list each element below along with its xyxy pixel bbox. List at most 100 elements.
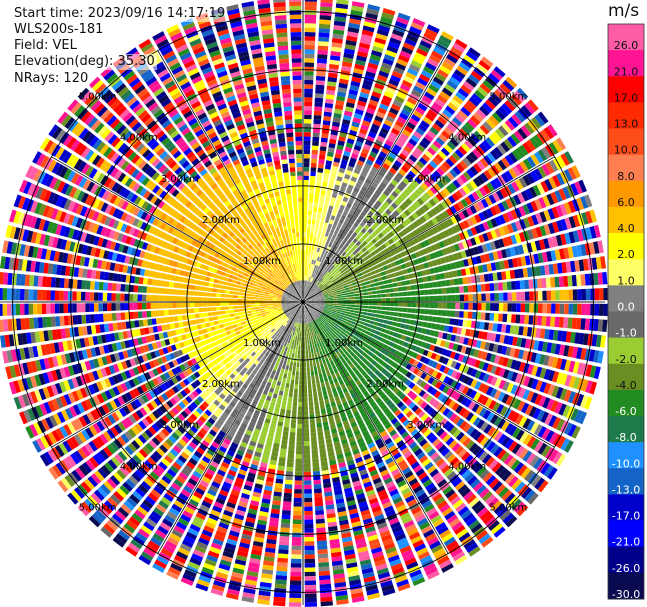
range-gate (349, 84, 360, 92)
range-gate (306, 295, 310, 300)
range-gate (556, 155, 567, 168)
range-gate (309, 281, 312, 287)
range-gate (355, 269, 362, 274)
range-gate (335, 198, 342, 205)
range-gate (335, 226, 341, 232)
range-gate (389, 213, 397, 220)
range-gate (472, 177, 482, 188)
range-gate (426, 210, 434, 219)
range-gate (324, 277, 329, 282)
range-gate (475, 340, 482, 349)
range-gate (385, 186, 393, 194)
range-gate (603, 303, 608, 317)
range-gate (311, 246, 315, 251)
range-gate (344, 276, 350, 280)
range-gate (441, 31, 454, 41)
range-gate (292, 532, 302, 538)
range-gate (427, 261, 434, 268)
range-gate (386, 171, 395, 179)
range-gate (341, 245, 347, 251)
range-gate (458, 319, 464, 327)
range-gate (402, 236, 409, 243)
range-gate (333, 261, 338, 267)
range-gate (353, 201, 360, 208)
range-gate (431, 259, 438, 267)
range-gate (338, 282, 343, 286)
range-gate (310, 436, 317, 442)
range-gate (431, 235, 438, 243)
range-gate (548, 264, 555, 275)
range-gate (291, 554, 302, 559)
range-gate (304, 580, 317, 586)
range-gate (316, 383, 321, 388)
range-gate (554, 190, 563, 203)
range-gate (306, 362, 310, 368)
range-gate (288, 445, 295, 450)
range-gate (364, 139, 373, 147)
range-gate (450, 294, 456, 302)
range-gate (323, 394, 329, 400)
range-gate (420, 296, 425, 302)
range-gate (331, 211, 337, 217)
range-gate (355, 299, 360, 302)
range-gate (454, 38, 468, 49)
range-gate (418, 321, 424, 327)
range-gate (318, 444, 326, 450)
range-gate (316, 365, 321, 371)
range-gate (314, 193, 320, 199)
range-gate (346, 165, 354, 172)
range-gate (312, 361, 317, 367)
range-gate (362, 207, 370, 214)
range-gate (311, 224, 315, 229)
range-gate (347, 250, 352, 256)
range-gate (352, 315, 358, 320)
range-gate (476, 312, 482, 320)
range-gate (308, 197, 314, 203)
range-gate (319, 221, 324, 227)
range-gate (329, 138, 337, 145)
range-gate (332, 121, 340, 128)
range-gate (593, 241, 600, 254)
range-gate (368, 99, 379, 107)
range-gate (581, 212, 589, 225)
range-gate (337, 222, 343, 229)
range-gate (308, 336, 311, 341)
range-gate (338, 136, 346, 142)
range-gate (344, 146, 352, 153)
range-gate (584, 194, 593, 208)
range-gate (310, 427, 316, 433)
range-gate (380, 204, 387, 211)
range-gate (493, 66, 506, 78)
range-gate (352, 238, 359, 244)
range-gate (303, 158, 310, 163)
range-gate (421, 255, 428, 263)
range-gate (306, 280, 309, 286)
range-gate (408, 182, 417, 191)
range-gate (303, 289, 305, 294)
range-gate (516, 337, 523, 347)
range-gate (294, 340, 297, 345)
range-gate (312, 466, 320, 472)
range-gate (350, 296, 356, 300)
range-gate (498, 313, 504, 322)
range-gate (331, 224, 337, 231)
range-gate (597, 350, 604, 364)
range-gate (307, 384, 312, 389)
range-gate (479, 254, 486, 263)
range-gate (315, 347, 319, 353)
range-gate (424, 91, 435, 101)
range-gate (364, 214, 372, 221)
range-gate (318, 439, 325, 445)
range-gate (543, 224, 551, 236)
range-gate (304, 319, 306, 324)
range-gate (483, 273, 490, 282)
range-gate (474, 225, 482, 234)
range-gate (399, 275, 406, 281)
range-gate (452, 95, 464, 105)
range-gate (322, 181, 328, 187)
range-gate (490, 293, 495, 301)
range-gate (303, 436, 310, 442)
range-gate (286, 405, 292, 411)
range-gate (493, 282, 499, 291)
range-gate (303, 188, 309, 194)
